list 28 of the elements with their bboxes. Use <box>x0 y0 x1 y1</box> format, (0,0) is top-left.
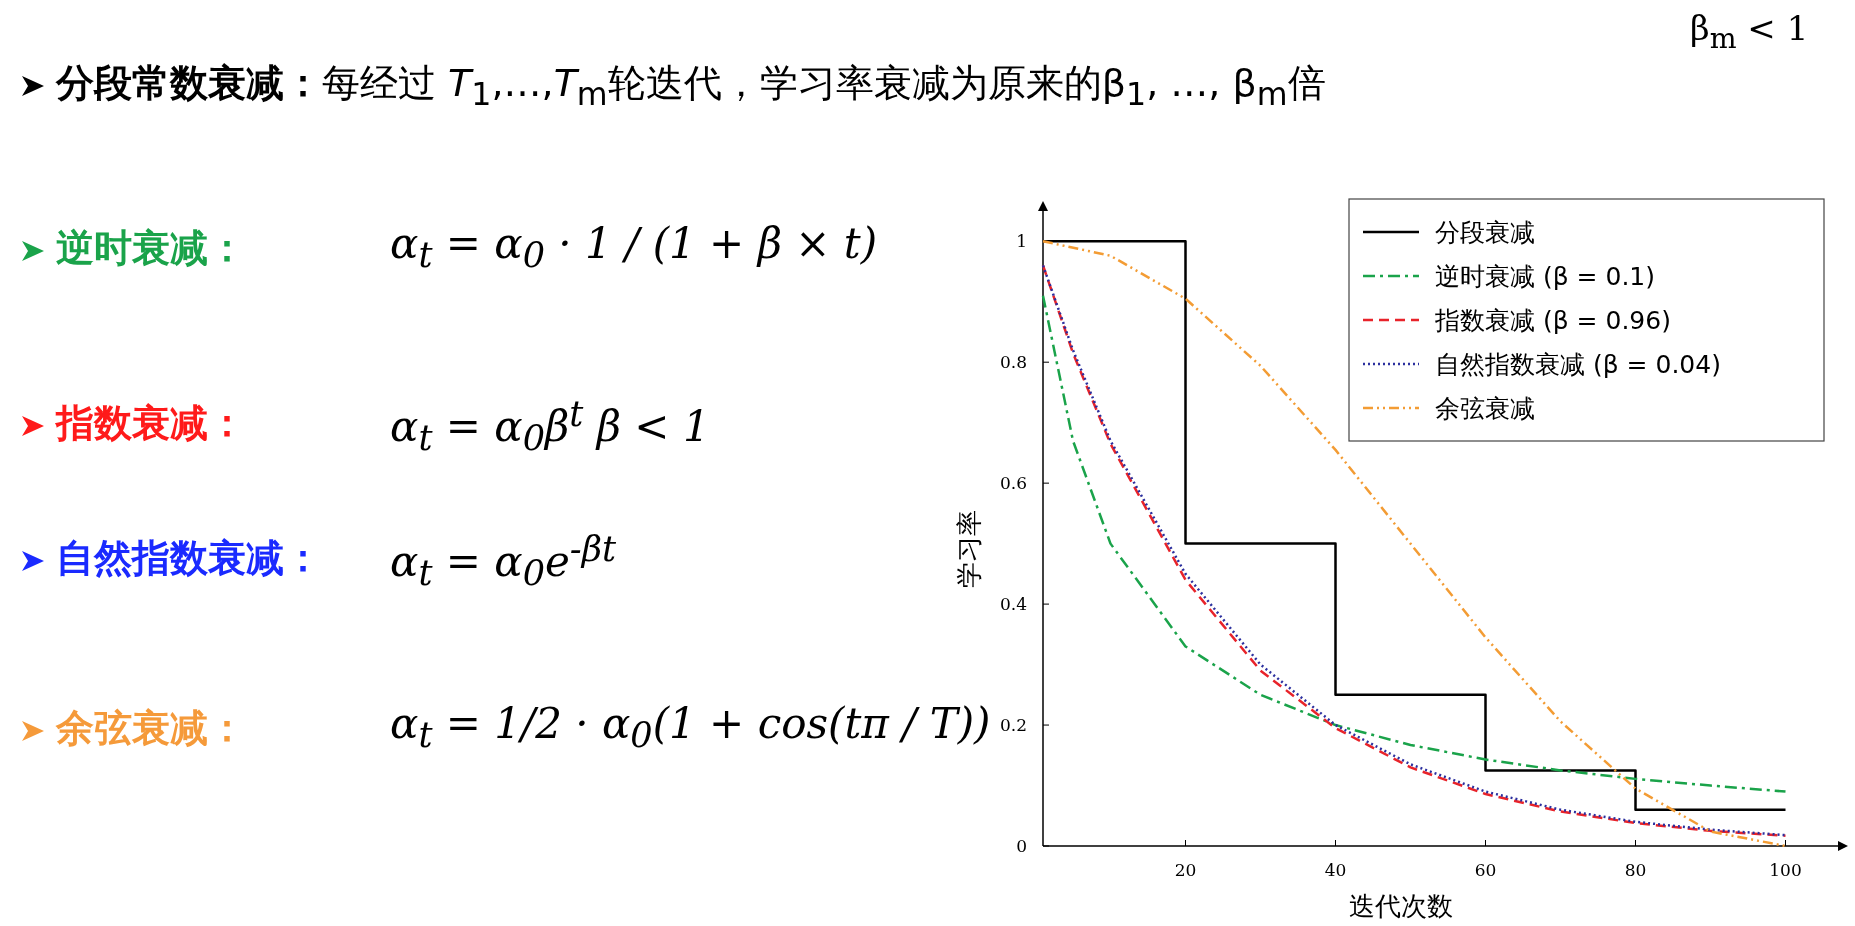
y-tick-label: 0.2 <box>999 715 1027 736</box>
x-axis-title: 迭代次数 <box>1348 891 1453 921</box>
chart-subtitle: β$_{m}$ < 1 <box>1690 8 1809 55</box>
text: 逆时衰减： <box>56 226 246 270</box>
x-tick-label: 60 <box>1474 860 1497 880</box>
legend-label: 自然指数衰减 (β = 0.04) <box>1435 350 1721 379</box>
x-tick-label: 100 <box>1769 860 1802 880</box>
text: α$_{t}$ = 1/2 · α$_{0}$(1 + cos(tπ / T)) <box>390 699 991 756</box>
text: 指数衰减： <box>56 401 246 445</box>
legend-label: 分段衰减 <box>1435 218 1535 247</box>
legend-label: 逆时衰减 (β = 0.1) <box>1435 262 1656 291</box>
y-axis-title: 学习率 <box>954 509 984 588</box>
y-tick-label: 0.4 <box>999 594 1027 615</box>
legend-label: 余弦衰减 <box>1435 394 1535 423</box>
text: 余弦衰减： <box>56 706 246 750</box>
y-tick-label: 1 <box>1016 231 1027 252</box>
legend-label: 指数衰减 (β = 0.96) <box>1434 306 1671 335</box>
text: α$_{t}$ = α$_{0}$e$^{-βt}$ <box>390 529 616 594</box>
x-tick-label: 80 <box>1624 860 1647 880</box>
text: α$_{t}$ = α$_{0}$β$^{t}$ β < 1 <box>390 394 710 459</box>
y-tick-label: 0.8 <box>999 352 1027 373</box>
text: 自然指数衰减： <box>56 536 322 580</box>
text: α$_{t}$ = α$_{0}$ · 1 / (1 + β × t) <box>390 219 878 276</box>
y-tick-label: 0 <box>1016 836 1027 856</box>
x-tick-label: 20 <box>1174 860 1197 880</box>
y-tick-label: 0.6 <box>999 473 1027 494</box>
x-tick-label: 40 <box>1324 860 1347 880</box>
chart-title: 分段常数衰减：每经过 T$_{1}$,…,T$_{m}$轮迭代，学习率衰减为原来的β$_{1}$, …, β$_{m}$倍 <box>56 61 1326 112</box>
